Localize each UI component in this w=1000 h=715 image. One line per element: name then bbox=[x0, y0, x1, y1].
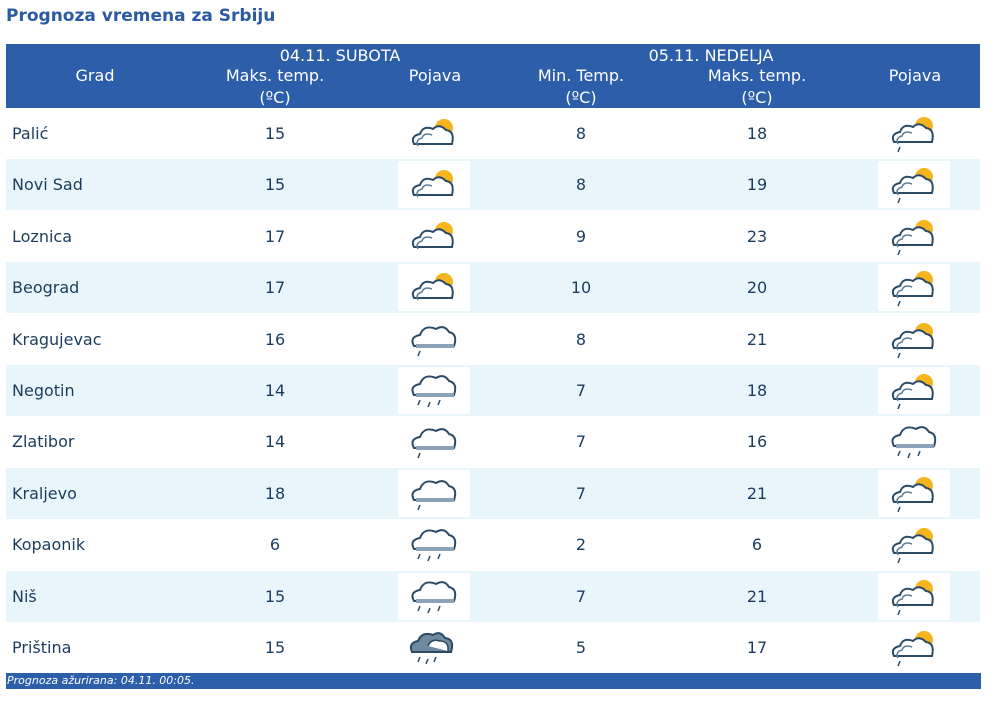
partly-cloudy-sun-drizzle-icon bbox=[878, 572, 950, 620]
day2-max-temp: 18 bbox=[746, 381, 768, 400]
day1-max-temp: 15 bbox=[264, 586, 286, 606]
table-row: Novi Sad 15 8 19 bbox=[6, 159, 980, 211]
partly-cloudy-sun-drizzle-icon bbox=[878, 367, 950, 414]
day2-max-temp: 21 bbox=[746, 483, 768, 503]
table-row: Loznica 17 9 23 bbox=[6, 211, 980, 262]
day1-max-temp: 16 bbox=[264, 329, 286, 349]
table-row: Negotin 14 7 18 bbox=[6, 365, 980, 416]
day2-min-temp: 10 bbox=[570, 278, 592, 298]
day2-max-temp: 6 bbox=[751, 535, 763, 555]
header-day2-pojava: Pojava bbox=[888, 66, 942, 85]
city-name: Novi Sad bbox=[12, 175, 83, 195]
day1-max-temp: 15 bbox=[264, 124, 286, 143]
cloud-drizzle-icon bbox=[398, 315, 470, 363]
partly-cloudy-sun-drizzle-icon bbox=[878, 469, 950, 517]
cloud-drizzle-icon bbox=[398, 469, 470, 517]
city-name: Loznica bbox=[12, 226, 73, 246]
partly-cloudy-sun-drizzle-icon bbox=[878, 624, 950, 671]
day2-max-temp: 23 bbox=[746, 226, 768, 246]
table-row: Kraljevo 18 7 21 bbox=[6, 467, 980, 519]
day1-max-temp: 17 bbox=[264, 226, 286, 246]
partly-cloudy-sun-icon bbox=[398, 212, 470, 260]
day2-max-temp: 21 bbox=[746, 329, 768, 349]
day2-max-temp: 20 bbox=[746, 278, 768, 298]
day1-max-temp: 6 bbox=[269, 535, 281, 555]
day2-min-temp: 2 bbox=[575, 535, 587, 555]
header-day1-max: Maks. temp. (ºC) bbox=[225, 66, 325, 107]
day2-min-temp: 8 bbox=[575, 175, 587, 195]
day2-max-temp: 17 bbox=[746, 638, 768, 657]
day1-max-temp: 14 bbox=[264, 381, 286, 400]
day2-min-temp: 7 bbox=[575, 381, 587, 400]
partly-cloudy-sun-icon bbox=[398, 110, 470, 157]
table-row: Kragujevac 16 8 21 bbox=[6, 314, 980, 365]
day1-max-temp: 14 bbox=[264, 432, 286, 452]
table-row: Zlatibor 14 7 16 bbox=[6, 416, 980, 467]
city-name: Negotin bbox=[12, 381, 75, 400]
city-name: Beograd bbox=[12, 278, 80, 298]
city-name: Niš bbox=[12, 586, 37, 606]
day2-max-temp: 16 bbox=[746, 432, 768, 452]
partly-cloudy-sun-drizzle-icon bbox=[878, 161, 950, 209]
city-name: Priština bbox=[12, 638, 72, 657]
day2-max-temp: 18 bbox=[746, 124, 768, 143]
cloud-rain-icon bbox=[398, 572, 470, 620]
day2-min-temp: 5 bbox=[575, 638, 587, 657]
city-name: Kopaonik bbox=[12, 535, 86, 555]
day2-min-temp: 7 bbox=[575, 432, 587, 452]
header-day1: 04.11. SUBOTA bbox=[279, 46, 401, 65]
city-name: Kragujevac bbox=[12, 329, 102, 349]
cloud-rain-icon bbox=[398, 521, 470, 569]
day2-min-temp: 7 bbox=[575, 586, 587, 606]
header-day2: 05.11. NEDELJA bbox=[648, 46, 774, 65]
page-title: Prognoza vremena za Srbiju bbox=[6, 6, 276, 26]
table-header: Grad 04.11. SUBOTA Maks. temp. (ºC) Pojav… bbox=[6, 44, 980, 108]
table-row: Kopaonik 6 2 6 bbox=[6, 519, 980, 570]
day2-min-temp: 9 bbox=[575, 226, 587, 246]
footer-updated: Prognoza ažurirana: 04.11. 00:05. bbox=[6, 673, 981, 689]
cloud-rain-icon bbox=[878, 418, 950, 466]
day2-min-temp: 7 bbox=[575, 483, 587, 503]
dark-cloud-rain-icon bbox=[398, 624, 470, 671]
city-name: Zlatibor bbox=[12, 432, 75, 452]
day1-max-temp: 18 bbox=[264, 483, 286, 503]
table-row: Palić 15 8 18 bbox=[6, 108, 980, 159]
partly-cloudy-sun-drizzle-icon bbox=[878, 110, 950, 157]
day2-min-temp: 8 bbox=[575, 124, 587, 143]
partly-cloudy-sun-drizzle-icon bbox=[878, 264, 950, 312]
partly-cloudy-sun-drizzle-icon bbox=[878, 212, 950, 260]
city-name: Palić bbox=[12, 124, 49, 143]
table-row: Niš 15 7 21 bbox=[6, 570, 980, 622]
day1-max-temp: 15 bbox=[264, 638, 286, 657]
cloud-drizzle-icon bbox=[398, 418, 470, 466]
day1-max-temp: 15 bbox=[264, 175, 286, 195]
day2-max-temp: 21 bbox=[746, 586, 768, 606]
table-row: Priština 15 5 17 bbox=[6, 622, 980, 673]
partly-cloudy-sun-icon bbox=[398, 161, 470, 209]
cloud-rain-icon bbox=[398, 367, 470, 414]
table-row: Beograd 17 10 20 bbox=[6, 262, 980, 314]
header-day2-max: Maks. temp. (ºC) bbox=[707, 66, 807, 107]
header-day2-min: Min. Temp. (ºC) bbox=[537, 66, 625, 107]
partly-cloudy-sun-drizzle-icon bbox=[878, 521, 950, 569]
partly-cloudy-sun-drizzle-icon bbox=[878, 315, 950, 363]
header-grad: Grad bbox=[75, 66, 115, 85]
header-day1-pojava: Pojava bbox=[408, 66, 462, 85]
day2-min-temp: 8 bbox=[575, 329, 587, 349]
partly-cloudy-sun-icon bbox=[398, 264, 470, 312]
day1-max-temp: 17 bbox=[264, 278, 286, 298]
city-name: Kraljevo bbox=[12, 483, 77, 503]
day2-max-temp: 19 bbox=[746, 175, 768, 195]
